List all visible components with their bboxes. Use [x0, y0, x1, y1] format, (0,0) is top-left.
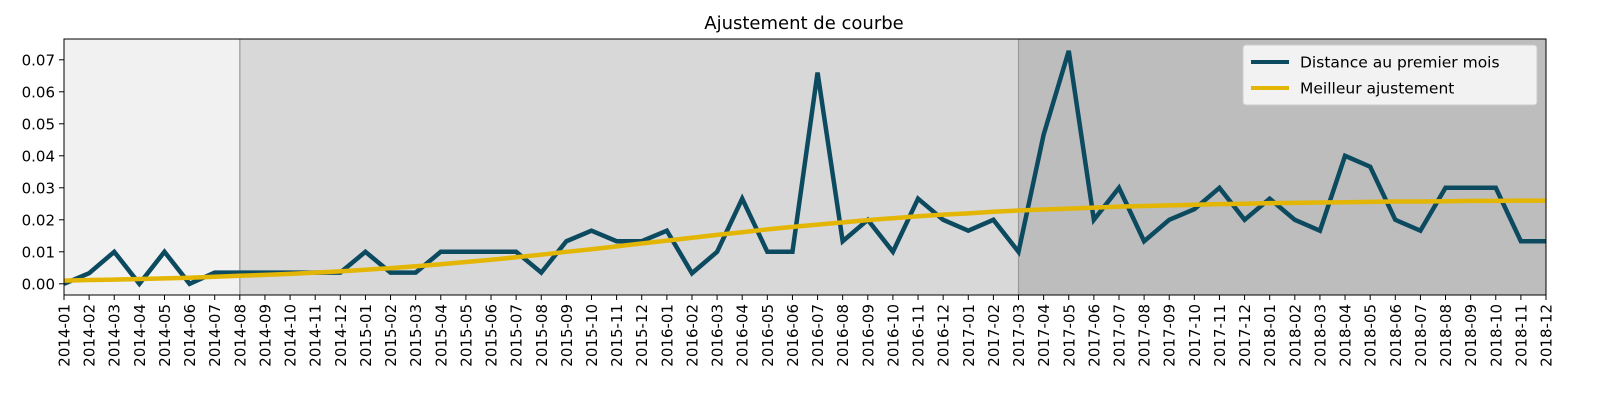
x-tick-label: 2017-10	[1186, 304, 1204, 367]
plot-frame	[63, 38, 1547, 296]
x-tick-label: 2017-01	[960, 304, 978, 367]
x-tick-label: 2016-08	[834, 304, 852, 367]
x-tick-label: 2014-06	[181, 304, 199, 367]
x-tick-label: 2018-07	[1412, 304, 1430, 367]
x-tick-label: 2016-09	[859, 304, 877, 367]
x-tick-label: 2017-05	[1060, 304, 1078, 367]
x-tick-label: 2016-07	[809, 304, 827, 367]
x-tick-label: 2014-08	[231, 304, 249, 367]
x-tick-label: 2015-03	[407, 304, 425, 367]
x-tick-label: 2016-03	[709, 304, 727, 367]
x-tick-label: 2017-08	[1136, 304, 1154, 367]
series-line-fit	[64, 198, 1546, 283]
x-tick-label: 2018-04	[1337, 304, 1355, 367]
y-tick-label: 0.00	[22, 275, 55, 293]
y-tick-label: 0.06	[22, 83, 55, 101]
x-tick-label: 2017-11	[1211, 304, 1229, 367]
x-tick-label: 2018-09	[1462, 304, 1480, 367]
x-tick-label: 2014-12	[332, 304, 350, 367]
x-tick-label: 2016-04	[734, 304, 752, 367]
x-tick-label: 2014-09	[256, 304, 274, 367]
x-tick-label: 2018-02	[1286, 304, 1304, 367]
x-tick-label: 2015-07	[508, 304, 526, 367]
x-tick-label: 2018-11	[1512, 304, 1530, 367]
x-tick-label: 2016-06	[784, 304, 802, 367]
x-tick-label: 2015-12	[633, 304, 651, 367]
x-axis: 2014-01 2014-02 2014-03 2014-04 2014-05 2014-…	[56, 295, 1556, 367]
y-tick-label: 0.07	[22, 51, 55, 69]
x-tick-label: 2017-06	[1085, 304, 1103, 367]
series-layer	[64, 50, 1546, 288]
x-tick-label: 2014-10	[282, 304, 300, 367]
legend-label-distance: Distance au premier mois	[1300, 54, 1500, 72]
x-tick-label: 2018-10	[1487, 304, 1505, 367]
x-tick-label: 2015-08	[533, 304, 551, 367]
x-tick-label: 2018-03	[1311, 304, 1329, 367]
x-tick-label: 2014-07	[206, 304, 224, 367]
x-tick-label: 2015-09	[558, 304, 576, 367]
x-tick-label: 2018-06	[1387, 304, 1405, 367]
shaded-period-2	[239, 39, 1019, 295]
legend-label-fit: Meilleur ajustement	[1300, 80, 1454, 98]
x-tick-label: 2014-11	[307, 304, 325, 367]
x-tick-label: 2017-12	[1236, 304, 1254, 367]
x-tick-label: 2015-10	[583, 304, 601, 367]
y-tick-label: 0.02	[22, 211, 55, 229]
x-tick-label: 2014-03	[106, 304, 124, 367]
x-tick-label: 2014-02	[81, 304, 99, 367]
x-tick-label: 2016-05	[759, 304, 777, 367]
x-tick-label: 2017-03	[1010, 304, 1028, 367]
x-tick-label: 2016-10	[884, 304, 902, 367]
x-tick-label: 2017-07	[1110, 304, 1128, 367]
x-tick-label: 2014-04	[131, 304, 149, 367]
chart-title: Ajustement de courbe	[704, 13, 903, 34]
x-tick-label: 2015-01	[357, 304, 375, 367]
x-tick-label: 2018-12	[1538, 304, 1556, 367]
x-tick-label: 2017-02	[985, 304, 1003, 367]
legend: Distance au premier mois Meilleur ajuste…	[1242, 44, 1538, 106]
x-tick-label: 2016-01	[658, 304, 676, 367]
x-tick-label: 2017-04	[1035, 304, 1053, 367]
y-axis: 0.00 0.01 0.02 0.03 0.04 0.05 0.06 0.07	[22, 51, 64, 293]
x-tick-label: 2016-02	[683, 304, 701, 367]
y-tick-label: 0.03	[22, 179, 55, 197]
x-tick-label: 2015-11	[608, 304, 626, 367]
x-tick-label: 2014-01	[56, 304, 74, 367]
x-tick-label: 2017-09	[1161, 304, 1179, 367]
x-tick-label: 2018-01	[1261, 304, 1279, 367]
y-tick-label: 0.05	[22, 115, 55, 133]
y-tick-label: 0.04	[22, 147, 55, 165]
x-tick-label: 2015-04	[432, 304, 450, 367]
x-tick-label: 2015-05	[457, 304, 475, 367]
x-tick-label: 2016-12	[935, 304, 953, 367]
y-tick-label: 0.01	[22, 243, 55, 261]
shaded-periods	[64, 39, 1546, 295]
legend-box	[1242, 44, 1538, 106]
x-tick-label: 2015-02	[382, 304, 400, 367]
x-tick-label: 2014-05	[156, 304, 174, 367]
x-tick-label: 2018-05	[1362, 304, 1380, 367]
x-tick-label: 2016-11	[910, 304, 928, 367]
shaded-period-1	[64, 39, 240, 295]
x-tick-label: 2015-06	[483, 304, 501, 367]
x-tick-label: 2018-08	[1437, 304, 1455, 367]
